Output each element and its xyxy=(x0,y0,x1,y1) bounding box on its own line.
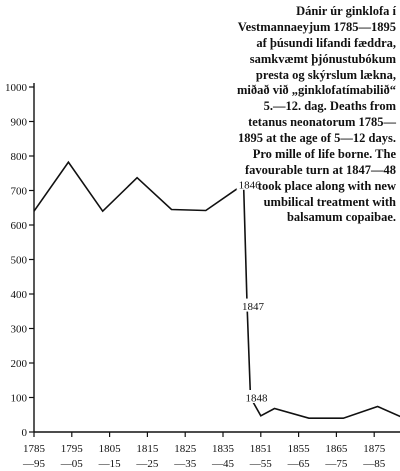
x-tick-label-top: 1805 xyxy=(99,443,122,455)
x-axis-ticks: 1785 —95 1795 —05 1805 —15 1815 —25 1825 —35 1835 —… xyxy=(22,432,386,470)
y-tick-label: 400 xyxy=(11,289,28,301)
annotations: 1846 1847 1848 xyxy=(236,176,270,405)
chart-caption: Dánir úr ginklofa í Vestmannaeyjum 1785—… xyxy=(236,4,396,225)
x-tick-label-bottom: —95 xyxy=(22,458,46,470)
x-tick-label-bottom: —85 xyxy=(362,458,386,470)
x-tick-label-bottom: —45 xyxy=(211,458,235,470)
x-tick-label-top: 1795 xyxy=(61,443,84,455)
x-tick-label-top: 1785 xyxy=(23,443,46,455)
x-tick-label-bottom: —35 xyxy=(173,458,197,470)
x-tick-label-bottom: —25 xyxy=(135,458,159,470)
annotation-label: 1848 xyxy=(245,393,268,405)
x-tick-label-top: 1815 xyxy=(136,443,159,455)
x-tick-label-top: 1835 xyxy=(212,443,235,455)
x-tick-label-bottom: —65 xyxy=(287,458,311,470)
annotation-background xyxy=(243,390,270,403)
y-tick-label: 1000 xyxy=(5,82,28,94)
x-tick-label-top: 1865 xyxy=(325,443,348,455)
y-tick-label: 700 xyxy=(11,186,28,198)
y-tick-label: 900 xyxy=(11,117,28,129)
annotation-background xyxy=(236,176,263,190)
x-tick-label-bottom: —55 xyxy=(249,458,273,470)
y-tick-label: 0 xyxy=(22,427,28,439)
x-tick-label-top: 1851 xyxy=(250,443,272,455)
annotation-label: 1847 xyxy=(242,301,265,313)
y-axis-ticks: 0 100 200 300 400 500 600 700 800 900 1000 xyxy=(5,82,34,439)
y-tick-label: 200 xyxy=(11,358,28,370)
y-tick-label: 800 xyxy=(11,151,28,163)
annotation-background xyxy=(240,298,267,312)
annotation-label: 1846 xyxy=(239,179,262,191)
y-tick-label: 100 xyxy=(11,393,28,405)
y-tick-label: 500 xyxy=(11,255,28,267)
x-tick-label-top: 1875 xyxy=(363,443,386,455)
x-tick-label-top: 1825 xyxy=(174,443,197,455)
x-tick-label-bottom: —05 xyxy=(60,458,84,470)
x-tick-label-bottom: —15 xyxy=(98,458,122,470)
x-tick-label-bottom: —75 xyxy=(324,458,348,470)
y-tick-label: 300 xyxy=(11,324,28,336)
x-tick-label-top: 1855 xyxy=(288,443,311,455)
y-tick-label: 600 xyxy=(11,220,28,232)
